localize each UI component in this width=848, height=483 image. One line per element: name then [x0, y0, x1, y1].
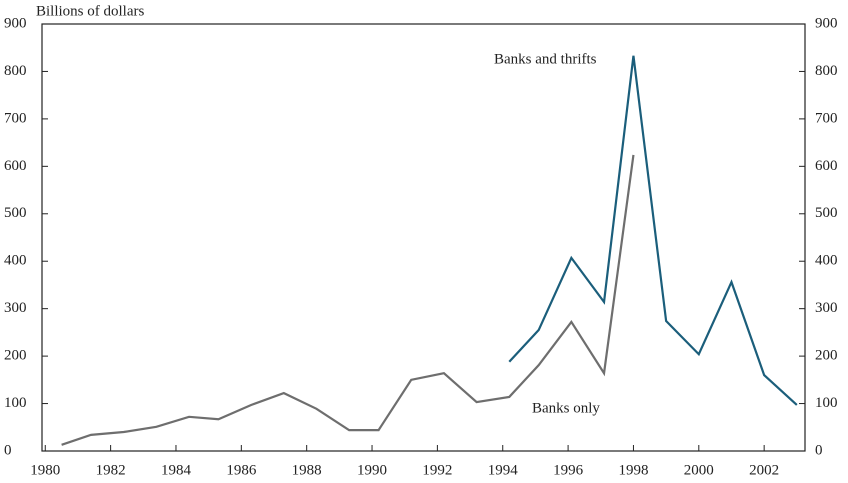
annotation: Banks only [532, 400, 600, 416]
x-tick-label: 2002 [749, 462, 779, 478]
x-tick-label: 1990 [357, 462, 387, 478]
y2-tick-label: 0 [815, 442, 823, 458]
x-tick-label: 1986 [226, 462, 257, 478]
y2-tick-label: 200 [815, 348, 838, 364]
x-tick-label: 1996 [553, 462, 584, 478]
y-tick-label: 600 [4, 158, 27, 174]
y-tick-label: 100 [4, 395, 27, 411]
series-line [508, 55, 798, 406]
x-tick-label: 1998 [618, 462, 648, 478]
series-line [61, 154, 635, 446]
y2-tick-label: 900 [815, 15, 838, 31]
y2-tick-label: 800 [815, 63, 838, 79]
x-tick-label: 1980 [30, 462, 60, 478]
y-tick-label: 400 [4, 253, 27, 269]
plot-frame [41, 23, 806, 452]
y-tick-label: 200 [4, 348, 27, 364]
x-tick-label: 1994 [488, 462, 519, 478]
y-tick-label: 800 [4, 63, 27, 79]
y-axis-label: Billions of dollars [36, 3, 144, 19]
y-tick-label: 500 [4, 205, 27, 221]
y2-tick-label: 100 [815, 395, 838, 411]
y2-tick-label: 600 [815, 158, 838, 174]
y2-tick-label: 500 [815, 205, 838, 221]
x-tick-label: 1984 [161, 462, 192, 478]
annotation: Banks and thrifts [494, 51, 597, 67]
x-tick-label: 1982 [96, 462, 126, 478]
y2-tick-label: 700 [815, 110, 838, 126]
y-tick-label: 700 [4, 110, 27, 126]
y-tick-label: 900 [4, 15, 27, 31]
y2-tick-label: 300 [815, 300, 838, 316]
x-tick-label: 1988 [292, 462, 322, 478]
y-tick-label: 0 [4, 442, 12, 458]
x-tick-label: 2000 [684, 462, 714, 478]
y2-tick-label: 400 [815, 253, 838, 269]
y-tick-label: 300 [4, 300, 27, 316]
x-tick-label: 1992 [422, 462, 452, 478]
